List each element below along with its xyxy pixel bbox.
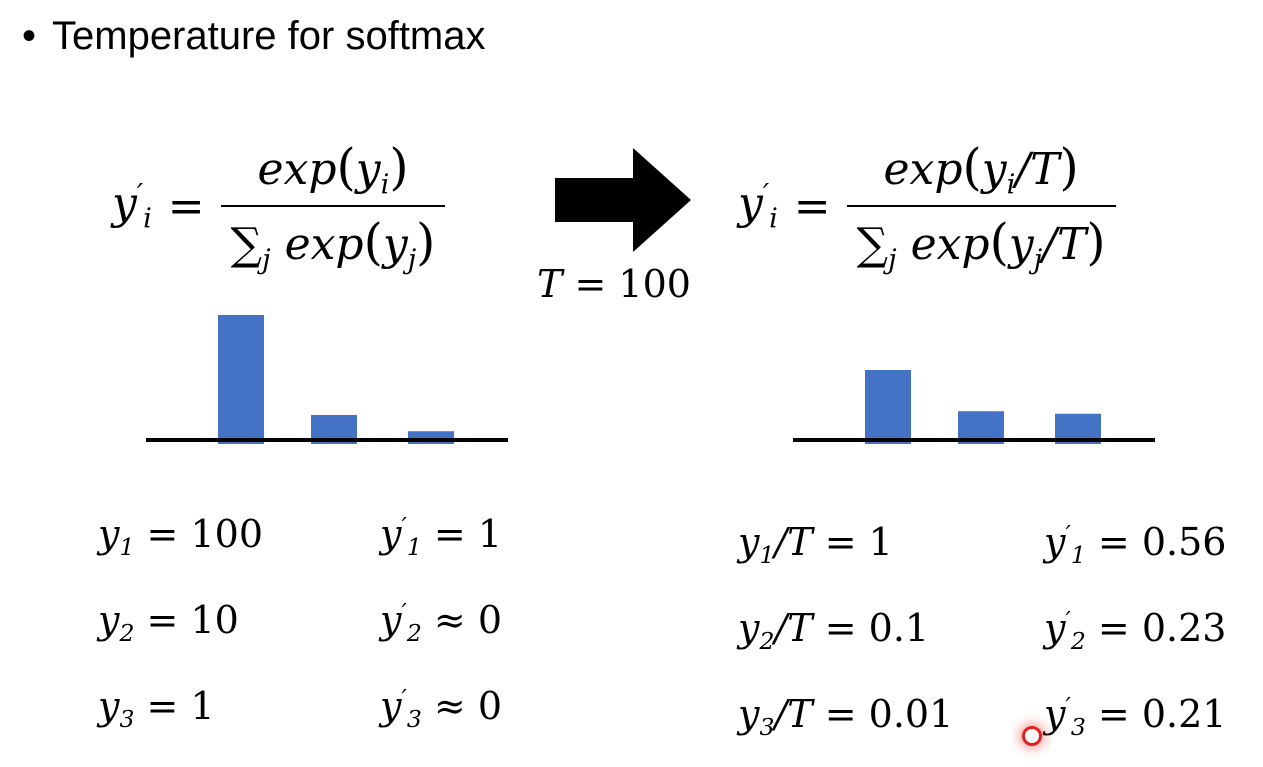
softmax-temperature-bar-chart (793, 370, 1155, 444)
right-input-2: y2/T = 0.1 (738, 606, 930, 656)
left-input-1: y1 = 100 (98, 512, 264, 562)
softmax-formula: y′i = exp(yi) ∑j exp(yj) (112, 138, 446, 275)
formula-t-fraction: exp(yi/T) ∑j exp(yj/T) (846, 138, 1116, 275)
formula-numerator: exp(yi) (257, 138, 409, 201)
right-output-3: y′3 = 0.21 (1044, 692, 1227, 742)
right-arrow-icon (555, 148, 691, 252)
right-values: y1/T = 1 y′1 = 0.56 y2/T = 0.1 y′2 = 0.2… (738, 520, 1258, 750)
left-values: y1 = 100 y′1 = 1 y2 = 10 y′2 ≈ 0 y3 = 1 … (98, 512, 558, 742)
right-output-2: y′2 = 0.23 (1044, 606, 1227, 656)
left-output-1: y′1 = 1 (380, 512, 503, 562)
temperature-label: T = 100 (537, 262, 691, 306)
slide-bullet: • Temperature for softmax (22, 14, 486, 59)
laser-pointer-icon (1022, 726, 1042, 746)
softmax-temperature-formula: y′i = exp(yi/T) ∑j exp(yj/T) (738, 138, 1116, 275)
bar-y1' (865, 370, 911, 444)
bullet-dot: • (22, 14, 37, 58)
formula-equals: = (167, 181, 205, 233)
left-input-3: y3 = 1 (98, 684, 215, 734)
formula-denominator: ∑j exp(yj) (220, 204, 446, 275)
formula-fraction: exp(yi) ∑j exp(yj) (220, 138, 446, 275)
bar-y1' (218, 315, 264, 444)
right-input-3: y3/T = 0.01 (738, 692, 954, 742)
formula-lhs: y′i (112, 178, 152, 235)
right-input-1: y1/T = 1 (738, 520, 893, 570)
formula-t-equals: = (793, 181, 831, 233)
left-output-2: y′2 ≈ 0 (380, 598, 503, 648)
slide-bullet-text: Temperature for softmax (52, 14, 486, 58)
formula-t-numerator: exp(yi/T) (883, 138, 1079, 201)
formula-t-lhs: y′i (738, 178, 778, 235)
left-output-3: y′3 ≈ 0 (380, 684, 503, 734)
right-output-1: y′1 = 0.56 (1044, 520, 1227, 570)
formula-t-denominator: ∑j exp(yj/T) (846, 204, 1116, 275)
left-input-2: y2 = 10 (98, 598, 239, 648)
softmax-bar-chart (146, 315, 508, 444)
bar-y3' (408, 431, 454, 444)
